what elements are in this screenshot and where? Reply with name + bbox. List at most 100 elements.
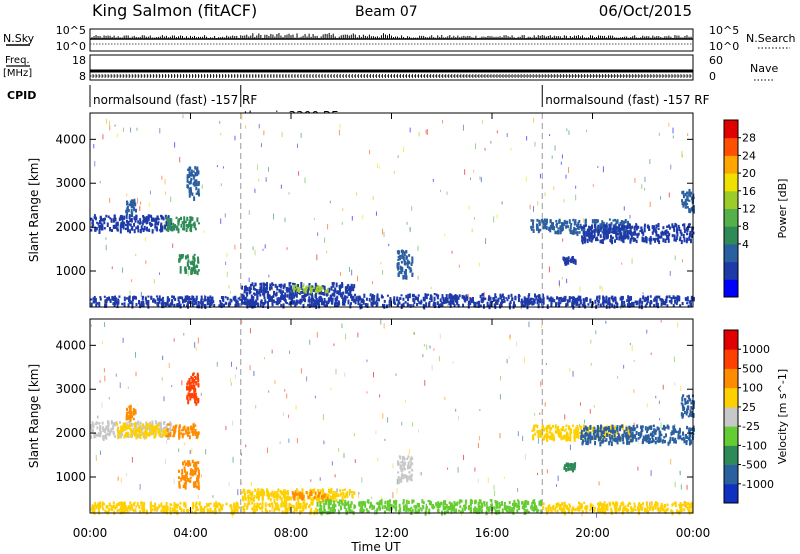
echo-point: [126, 407, 129, 412]
echo-point: [209, 509, 212, 513]
echo-point: [114, 226, 117, 229]
echo-point: [467, 506, 470, 511]
echo-point: [452, 302, 455, 305]
echo-point: [121, 432, 124, 437]
echo-point: [685, 297, 688, 302]
echo-point: [333, 508, 336, 512]
echo-point: [96, 221, 99, 224]
noise-point: [522, 435, 524, 442]
echo-point: [154, 299, 157, 304]
echo-point: [349, 289, 352, 295]
echo-point: [563, 429, 566, 432]
echo-point: [537, 303, 540, 309]
echo-point: [501, 508, 504, 514]
echo-point: [188, 393, 191, 397]
noise-point: [499, 375, 501, 381]
echo-point: [313, 496, 316, 500]
echo-point: [483, 500, 486, 505]
echo-point: [594, 299, 597, 304]
echo-point: [191, 427, 194, 433]
echo-point: [155, 295, 158, 298]
echo-point: [96, 302, 99, 305]
echo-point: [309, 290, 312, 294]
echo-point: [344, 501, 347, 507]
echo-point: [98, 219, 101, 224]
echo-point: [320, 298, 323, 304]
echo-point: [189, 179, 192, 185]
echo-point: [585, 232, 588, 237]
echo-point: [346, 296, 349, 299]
echo-point: [100, 222, 103, 226]
echo-point: [400, 294, 403, 297]
echo-point: [635, 239, 638, 244]
noise-point: [681, 154, 683, 158]
echo-point: [245, 302, 248, 306]
noise-point: [425, 129, 427, 134]
noise-point: [369, 150, 371, 155]
echo-point: [648, 228, 651, 231]
echo-point: [364, 505, 367, 508]
echo-point: [298, 493, 301, 497]
echo-point: [284, 510, 287, 514]
echo-point: [613, 226, 616, 230]
echo-point: [673, 228, 676, 232]
echo-point: [310, 501, 313, 505]
noise-point: [300, 132, 302, 138]
echo-point: [288, 287, 291, 291]
echo-point: [153, 505, 156, 509]
echo-point: [94, 433, 97, 437]
echo-point: [441, 302, 444, 308]
echo-point: [288, 282, 291, 285]
echo-point: [259, 502, 262, 506]
echo-point: [137, 434, 140, 439]
echo-point: [107, 422, 110, 428]
echo-point: [622, 234, 625, 238]
noise-point: [140, 291, 142, 298]
echo-point: [278, 283, 281, 288]
echo-point: [189, 472, 192, 476]
echo-point: [297, 283, 300, 288]
echo-point: [257, 491, 260, 497]
echo-point: [147, 428, 150, 431]
echo-point: [564, 259, 567, 264]
echo-point: [500, 502, 503, 506]
echo-point: [404, 272, 407, 276]
echo-point: [348, 292, 351, 296]
noise-point: [200, 392, 202, 396]
echo-point: [116, 422, 119, 426]
echo-point: [619, 232, 622, 237]
noise-point: [474, 467, 476, 472]
noise-point: [366, 391, 368, 394]
echo-point: [346, 493, 349, 499]
noise-point: [677, 322, 679, 328]
echo-point: [498, 509, 501, 515]
echo-point: [126, 208, 129, 211]
echo-point: [550, 299, 553, 305]
echo-point: [234, 303, 237, 308]
echo-point: [300, 492, 303, 496]
noise-point: [659, 300, 661, 303]
echo-point: [115, 297, 118, 301]
noise-point: [623, 364, 625, 369]
noise-point: [432, 178, 434, 182]
echo-point: [681, 223, 684, 227]
echo-point: [192, 182, 195, 186]
noise-point: [263, 130, 265, 136]
echo-point: [545, 219, 548, 224]
echo-point: [190, 385, 193, 390]
echo-point: [280, 291, 283, 297]
echo-point: [340, 499, 343, 504]
echo-point: [217, 502, 220, 506]
echo-point: [181, 461, 184, 466]
echo-point: [250, 497, 253, 502]
echo-point: [98, 422, 101, 425]
echo-point: [120, 425, 123, 429]
echo-point: [566, 257, 569, 263]
echo-point: [130, 227, 133, 231]
echo-point: [389, 296, 392, 301]
echo-point: [173, 502, 176, 507]
echo-point: [236, 508, 239, 513]
noise-point: [646, 403, 648, 408]
echo-point: [530, 228, 533, 231]
echo-point: [681, 201, 684, 206]
